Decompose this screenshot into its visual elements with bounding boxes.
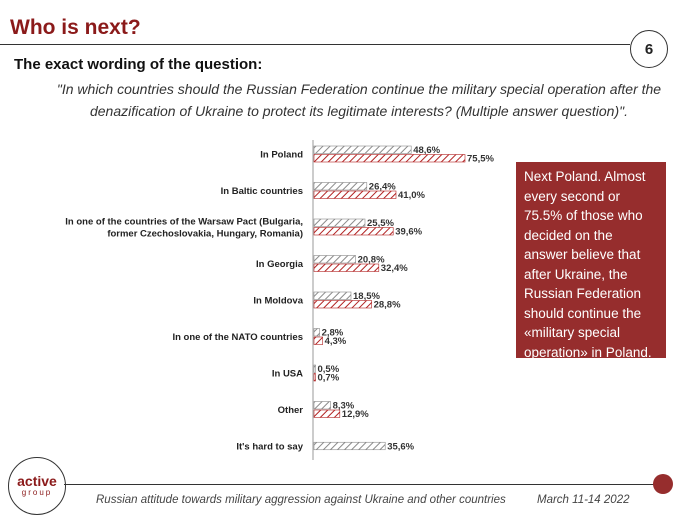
footer-dot	[653, 474, 673, 494]
title-divider	[0, 44, 630, 45]
data-label: 12,9%	[342, 409, 369, 420]
logo-sub: group	[21, 488, 53, 497]
bar-series-1	[313, 401, 331, 410]
data-label: 8,3%	[333, 401, 355, 412]
category-label: In Poland	[260, 150, 303, 161]
category-label: In one of the countries of the Warsaw Pa…	[65, 217, 303, 240]
bar-series-2	[313, 227, 394, 236]
data-label: 25,5%	[367, 218, 394, 229]
bar-series-2	[313, 409, 341, 418]
bar-series-1	[313, 218, 366, 227]
bar-series-1	[313, 145, 412, 154]
data-label: 35,6%	[387, 441, 414, 452]
page-number: 6	[644, 40, 654, 58]
question-heading: The exact wording of the question:	[14, 56, 263, 73]
data-label: 0,5%	[318, 364, 340, 375]
data-label: 28,8%	[374, 300, 401, 311]
category-label: In one of the NATO countries	[172, 332, 303, 343]
category-label: Other	[278, 405, 304, 416]
footer-divider	[64, 484, 654, 485]
category-label: In Moldova	[253, 296, 303, 307]
data-label: 0,7%	[318, 373, 340, 384]
bar-chart: In Poland 48,6% 75,5% In Baltic countries 26…	[65, 140, 494, 460]
logo-word: active	[17, 473, 57, 489]
data-label: 41,0%	[398, 190, 425, 201]
bar-series-2	[313, 336, 323, 345]
category-label: It's hard to say	[236, 442, 303, 453]
footer-caption: Russian attitude towards military aggres…	[96, 494, 506, 506]
bar-series-1	[313, 328, 320, 337]
bar-series-2	[313, 154, 466, 163]
category-label: In Georgia	[256, 259, 304, 270]
slide-title: Who is next?	[10, 16, 141, 39]
question-text: "In which countries should the Russian F…	[56, 81, 662, 119]
category-label: In USA	[272, 369, 303, 380]
data-label: 18,5%	[353, 291, 380, 302]
data-label: 32,4%	[381, 263, 408, 274]
logo: active group	[8, 457, 66, 515]
data-label: 48,6%	[413, 145, 440, 156]
data-label: 26,4%	[369, 182, 396, 193]
bar-series-2	[313, 373, 316, 382]
footer-date: March 11-14 2022	[537, 494, 630, 506]
data-label: 4,3%	[325, 336, 347, 347]
callout-box: Next Poland. Almost every second or 75.5…	[516, 162, 666, 360]
bar-series-1	[313, 182, 368, 191]
bar-series-2	[313, 300, 372, 309]
data-label: 20,8%	[358, 255, 385, 266]
bar-series-1	[313, 364, 316, 373]
data-label: 75,5%	[467, 154, 494, 165]
data-label: 2,8%	[322, 328, 344, 339]
category-label: In Baltic countries	[221, 186, 303, 197]
page-number-badge: 6	[630, 30, 668, 68]
bar-series-1	[313, 255, 356, 264]
bar-series-1	[313, 441, 386, 451]
bar-series-2	[313, 190, 397, 199]
bar-series-1	[313, 291, 352, 300]
bar-series-2	[313, 263, 380, 272]
data-label: 39,6%	[395, 227, 422, 238]
